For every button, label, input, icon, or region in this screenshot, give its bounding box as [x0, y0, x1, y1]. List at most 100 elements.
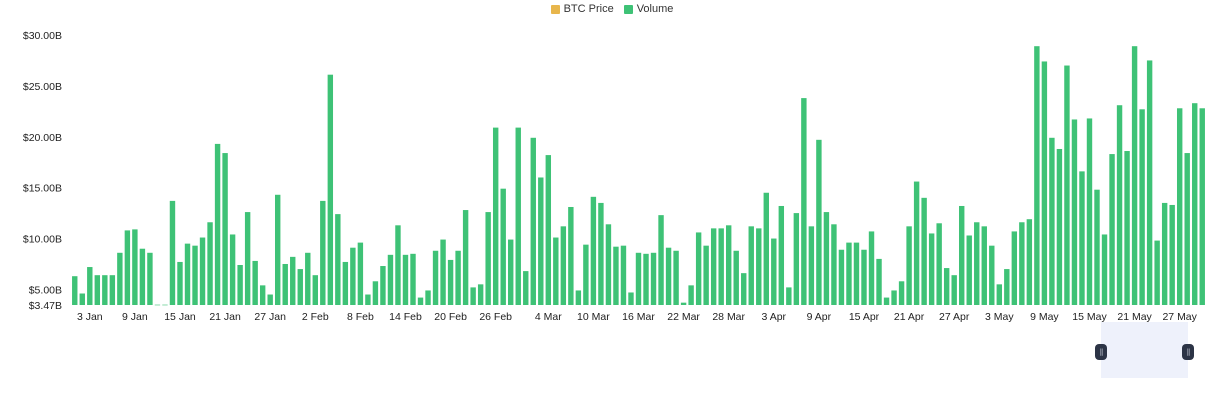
volume-bar[interactable]	[703, 245, 709, 305]
range-navigator[interactable]	[1101, 322, 1188, 378]
volume-bar[interactable]	[1049, 137, 1055, 305]
volume-bar[interactable]	[462, 210, 469, 305]
volume-bar[interactable]	[1064, 65, 1070, 305]
volume-bar[interactable]	[1192, 103, 1198, 305]
volume-bar[interactable]	[214, 143, 221, 305]
volume-bar[interactable]	[628, 292, 634, 305]
volume-bar[interactable]	[928, 233, 935, 305]
volume-bar[interactable]	[320, 200, 326, 305]
volume-bar[interactable]	[1184, 153, 1190, 305]
volume-bar[interactable]	[305, 252, 311, 305]
volume-bar[interactable]	[139, 248, 146, 305]
volume-bar[interactable]	[568, 206, 574, 305]
volume-bar[interactable]	[259, 285, 266, 305]
volume-bar[interactable]	[109, 275, 116, 305]
volume-bar[interactable]	[553, 237, 559, 305]
volume-bar[interactable]	[560, 226, 567, 305]
volume-bar[interactable]	[1011, 231, 1018, 305]
volume-bar[interactable]	[500, 188, 506, 305]
volume-bar[interactable]	[402, 254, 409, 305]
volume-bar[interactable]	[680, 302, 687, 305]
volume-bar[interactable]	[816, 139, 822, 305]
volume-bar[interactable]	[695, 232, 702, 305]
volume-bar[interactable]	[989, 245, 995, 305]
volume-bar[interactable]	[447, 259, 454, 305]
legend-item-btc-price[interactable]: BTC Price	[550, 3, 614, 15]
volume-bar[interactable]	[1026, 219, 1033, 305]
volume-bar[interactable]	[1176, 108, 1183, 305]
volume-bar[interactable]	[996, 284, 1002, 305]
volume-bar[interactable]	[981, 226, 987, 305]
volume-bar[interactable]	[838, 249, 845, 305]
volume-bar[interactable]	[921, 197, 927, 305]
volume-bar[interactable]	[102, 275, 108, 305]
volume-bar[interactable]	[959, 205, 965, 305]
volume-bar[interactable]	[823, 212, 830, 305]
volume-bar[interactable]	[590, 196, 597, 305]
volume-bar[interactable]	[725, 225, 732, 305]
volume-bar[interactable]	[515, 127, 521, 305]
volume-bar[interactable]	[1019, 222, 1025, 305]
volume-bar[interactable]	[117, 252, 123, 305]
volume-bar[interactable]	[267, 294, 273, 305]
volume-bar[interactable]	[741, 273, 747, 305]
volume-bar[interactable]	[410, 253, 416, 305]
volume-bar[interactable]	[710, 228, 717, 305]
volume-bar[interactable]	[793, 213, 800, 305]
volume-bar[interactable]	[365, 294, 371, 305]
volume-bar[interactable]	[1071, 119, 1078, 305]
volume-bar[interactable]	[237, 265, 243, 305]
volume-bar[interactable]	[966, 235, 972, 305]
volume-bar[interactable]	[147, 252, 153, 305]
volume-bar[interactable]	[1116, 105, 1123, 305]
volume-bar[interactable]	[417, 297, 424, 305]
volume-bar[interactable]	[876, 258, 882, 305]
volume-bar[interactable]	[485, 212, 491, 305]
volume-bar[interactable]	[545, 155, 552, 305]
volume-bar[interactable]	[891, 290, 897, 305]
volume-bar[interactable]	[1199, 108, 1205, 305]
volume-bar[interactable]	[1169, 204, 1175, 305]
volume-bar[interactable]	[575, 290, 582, 305]
volume-bar[interactable]	[350, 247, 356, 305]
volume-bar[interactable]	[395, 225, 401, 305]
volume-bar[interactable]	[598, 202, 604, 305]
volume-bar[interactable]	[297, 269, 303, 305]
volume-bar[interactable]	[898, 281, 905, 305]
volume-bar[interactable]	[650, 252, 657, 305]
volume-bar[interactable]	[853, 242, 860, 305]
volume-bar[interactable]	[1101, 234, 1108, 305]
volume-bar[interactable]	[733, 250, 739, 305]
volume-bar[interactable]	[275, 194, 281, 305]
volume-bar[interactable]	[492, 127, 499, 305]
navigator-handle-left[interactable]: ||	[1095, 344, 1107, 360]
volume-bar[interactable]	[425, 290, 431, 305]
volume-bar[interactable]	[327, 74, 334, 305]
volume-bar[interactable]	[79, 293, 85, 306]
volume-bar[interactable]	[470, 287, 476, 305]
volume-bar[interactable]	[763, 192, 769, 305]
volume-bar[interactable]	[87, 267, 93, 305]
volume-bar[interactable]	[1041, 61, 1048, 306]
volume-bar[interactable]	[199, 237, 206, 305]
volume-bar[interactable]	[665, 247, 672, 305]
volume-bar[interactable]	[786, 287, 792, 305]
volume-bar[interactable]	[290, 256, 296, 305]
volume-bar[interactable]	[440, 239, 446, 305]
volume-bar[interactable]	[1086, 118, 1093, 305]
volume-bar[interactable]	[868, 231, 875, 305]
volume-bar[interactable]	[530, 137, 536, 305]
volume-bar[interactable]	[883, 297, 890, 305]
volume-bar[interactable]	[162, 304, 168, 306]
volume-bar[interactable]	[387, 254, 394, 305]
volume-bar[interactable]	[756, 228, 762, 305]
volume-bar[interactable]	[1161, 202, 1168, 305]
volume-bar[interactable]	[94, 275, 101, 305]
volume-bar[interactable]	[312, 275, 318, 305]
volume-bar[interactable]	[1154, 240, 1160, 305]
volume-bar[interactable]	[1094, 189, 1100, 305]
volume-bar[interactable]	[335, 214, 341, 305]
volume-bar[interactable]	[222, 153, 228, 305]
volume-bar[interactable]	[906, 226, 912, 305]
volume-bar[interactable]	[943, 268, 950, 305]
